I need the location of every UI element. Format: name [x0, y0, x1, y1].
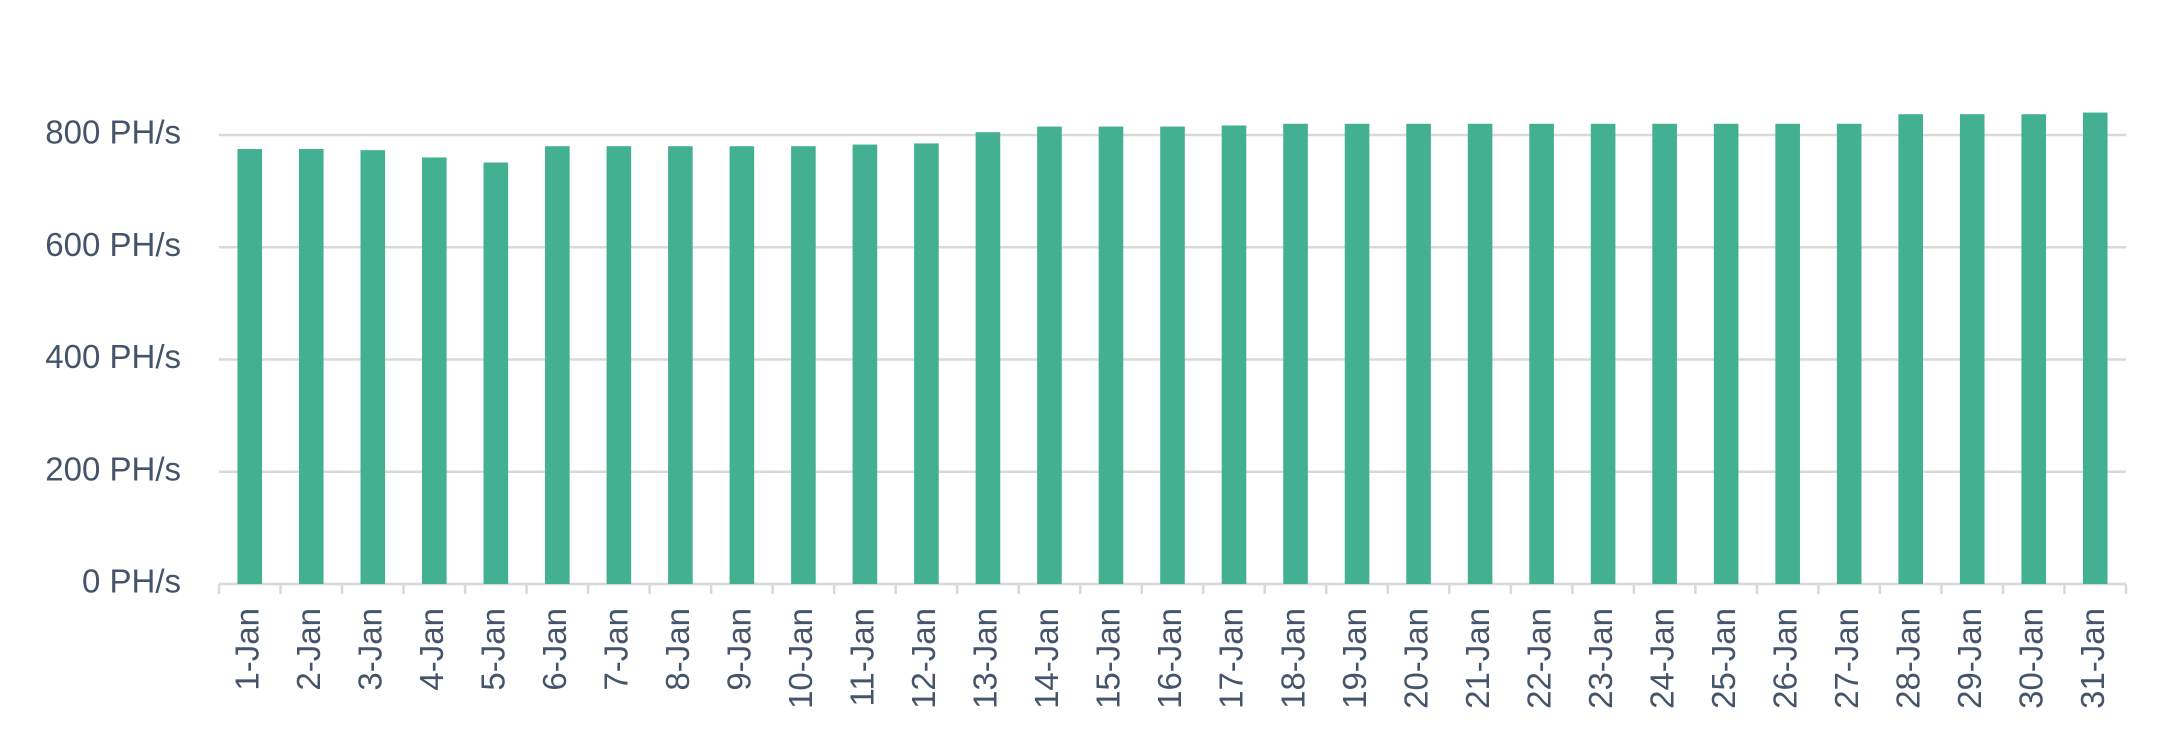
x-tick-label: 9-Jan: [721, 608, 758, 691]
bar: [1467, 123, 1493, 585]
x-tick-label: 14-Jan: [1028, 608, 1065, 709]
bar: [1529, 123, 1554, 585]
bar: [1221, 125, 1247, 585]
x-tick-label: 30-Jan: [2012, 608, 2049, 709]
bar: [1590, 123, 1616, 585]
bar: [1898, 114, 1923, 584]
x-tick-label: 19-Jan: [1336, 608, 1373, 709]
bar: [2082, 112, 2108, 585]
x-tick-label: 11-Jan: [844, 608, 881, 706]
x-tick-label: 25-Jan: [1705, 608, 1742, 709]
x-tick-label: 1-Jan: [228, 608, 265, 691]
bar: [1836, 123, 1862, 585]
bar: [545, 146, 570, 584]
bar: [1652, 123, 1677, 585]
bar: [1037, 126, 1062, 585]
bar: [914, 143, 939, 584]
bar: [668, 146, 693, 584]
bar: [360, 150, 386, 584]
bar: [975, 132, 1001, 584]
bar: [1713, 123, 1739, 585]
x-tick-label: 2-Jan: [290, 608, 327, 691]
x-tick-label: 26-Jan: [1766, 608, 1803, 709]
bar: [483, 162, 509, 584]
y-tick-label: 0 PH/s: [82, 563, 181, 600]
y-tick-label: 400 PH/s: [45, 338, 181, 375]
bar: [422, 157, 447, 584]
bar: [606, 146, 632, 584]
bar: [852, 144, 878, 584]
bar: [1283, 123, 1308, 585]
x-tick-label: 5-Jan: [475, 608, 512, 691]
x-tick-label: 29-Jan: [1951, 608, 1988, 709]
x-tick-label: 4-Jan: [413, 608, 450, 691]
x-tick-label: 8-Jan: [659, 608, 696, 691]
x-tick-label: 23-Jan: [1582, 608, 1619, 709]
x-tick-label: 22-Jan: [1520, 608, 1557, 709]
x-tick-label: 31-Jan: [2074, 608, 2111, 709]
bar: [2021, 114, 2047, 584]
y-tick-label: 200 PH/s: [45, 450, 181, 487]
bar: [298, 149, 324, 584]
y-tick-label: 800 PH/s: [45, 114, 181, 151]
x-tick-label: 28-Jan: [1889, 608, 1926, 709]
y-tick-label: 600 PH/s: [45, 226, 181, 263]
x-tick-label: 17-Jan: [1213, 608, 1250, 709]
x-tick-label: 24-Jan: [1643, 608, 1680, 709]
x-tick-label: 18-Jan: [1274, 608, 1311, 709]
x-tick-label: 27-Jan: [1828, 608, 1865, 709]
bar: [729, 146, 755, 584]
bar: [1160, 126, 1185, 585]
x-tick-label: 16-Jan: [1151, 608, 1188, 709]
x-tick-label: 15-Jan: [1090, 608, 1127, 709]
x-tick-label: 12-Jan: [905, 608, 942, 709]
x-tick-label: 6-Jan: [536, 608, 573, 691]
bar: [1344, 123, 1370, 585]
x-tick-label: 7-Jan: [598, 608, 635, 691]
bar: [1959, 114, 1985, 584]
bar: [1098, 126, 1124, 585]
x-tick-label: 3-Jan: [352, 608, 389, 691]
x-tick-label: 20-Jan: [1397, 608, 1434, 709]
x-tick-label: 21-Jan: [1459, 608, 1496, 709]
x-tick-label: 13-Jan: [967, 608, 1004, 709]
bar: [1406, 123, 1431, 585]
bar: [791, 146, 816, 584]
bar: [1775, 123, 1800, 585]
bar: [237, 149, 263, 584]
x-tick-label: 10-Jan: [782, 608, 819, 709]
